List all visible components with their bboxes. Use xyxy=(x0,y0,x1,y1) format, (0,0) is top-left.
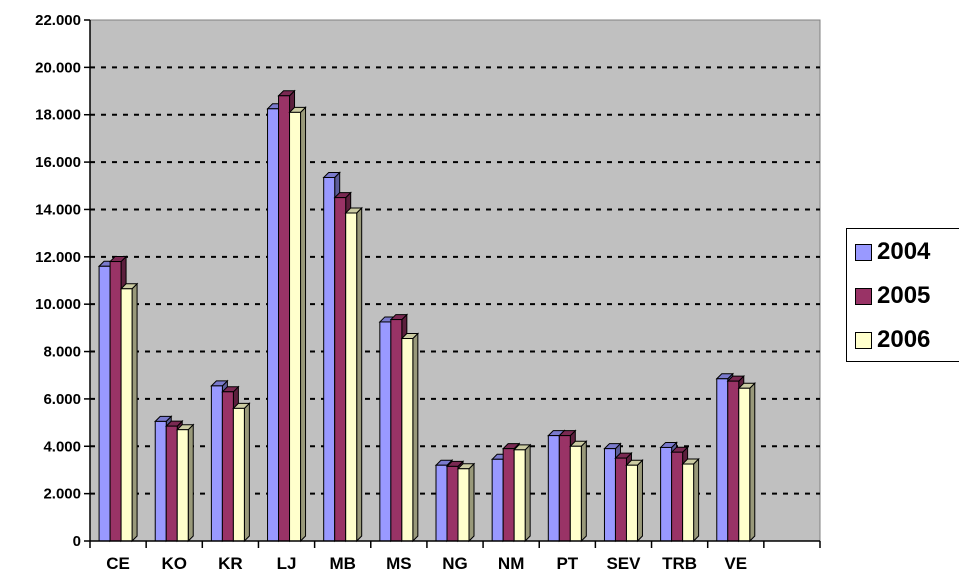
legend-label-2006: 2006 xyxy=(877,326,931,353)
bar-CE-2006 xyxy=(119,282,139,543)
bar-SEV-2006 xyxy=(625,459,644,543)
x-tick-label: PT xyxy=(556,554,578,573)
x-tick-label: TRB xyxy=(662,554,697,573)
y-tick-label: 20.000 xyxy=(35,59,81,76)
y-tick-label: 22.000 xyxy=(35,12,81,29)
x-tick-label: KO xyxy=(161,554,187,573)
y-tick-label: 16.000 xyxy=(35,154,81,171)
y-tick-label: 10.000 xyxy=(35,296,81,313)
x-tick-label: CE xyxy=(106,554,130,573)
x-tick-label: NM xyxy=(498,554,524,573)
bar-KR-2006 xyxy=(232,402,251,543)
y-axis-ticks: 0 2.000 4.000 6.000 8.000 10.000 12.000 14.000 1… xyxy=(35,12,90,550)
legend-item-2005: 2005 xyxy=(855,281,930,311)
legend: 2004 2005 2006 xyxy=(846,228,959,362)
y-tick-label: 14.000 xyxy=(35,201,81,218)
axes xyxy=(89,20,820,542)
x-axis-ticks: CE KO KR LJ MB MS NG NM PT SEV TRB VE xyxy=(89,541,821,573)
legend-swatch-2004 xyxy=(855,243,872,261)
bar-NG-2006 xyxy=(456,462,476,543)
y-tick-label: 4.000 xyxy=(43,438,81,455)
bar-TRB-2006 xyxy=(681,457,700,543)
bar-KO-2006 xyxy=(176,423,195,543)
legend-label-2004: 2004 xyxy=(877,238,931,265)
legend-swatch-2006 xyxy=(855,331,872,349)
legend-item-2006: 2006 xyxy=(855,325,930,355)
legend-item-2004: 2004 xyxy=(855,237,930,267)
legend-label-2005: 2005 xyxy=(877,282,931,309)
x-tick-label: NG xyxy=(442,554,468,573)
x-tick-label: MS xyxy=(386,554,412,573)
legend-swatch-2005 xyxy=(855,287,872,305)
bar-MS-2006 xyxy=(400,332,420,543)
bar-VE-2006 xyxy=(737,382,756,543)
y-tick-label: 0 xyxy=(73,533,81,550)
bar-MB-2006 xyxy=(344,206,363,543)
y-tick-label: 12.000 xyxy=(35,249,81,266)
x-tick-label: KR xyxy=(218,554,243,573)
y-tick-label: 2.000 xyxy=(43,486,81,503)
y-tick-label: 8.000 xyxy=(43,344,81,361)
bar-LJ-2006 xyxy=(288,106,307,543)
y-tick-label: 6.000 xyxy=(43,391,81,408)
x-tick-label: LJ xyxy=(277,554,297,573)
bar-NM-2006 xyxy=(512,443,532,543)
bar-PT-2006 xyxy=(569,440,588,543)
y-tick-label: 18.000 xyxy=(35,107,81,124)
x-tick-label: SEV xyxy=(606,554,641,573)
x-tick-label: VE xyxy=(724,554,747,573)
x-tick-label: MB xyxy=(329,554,355,573)
